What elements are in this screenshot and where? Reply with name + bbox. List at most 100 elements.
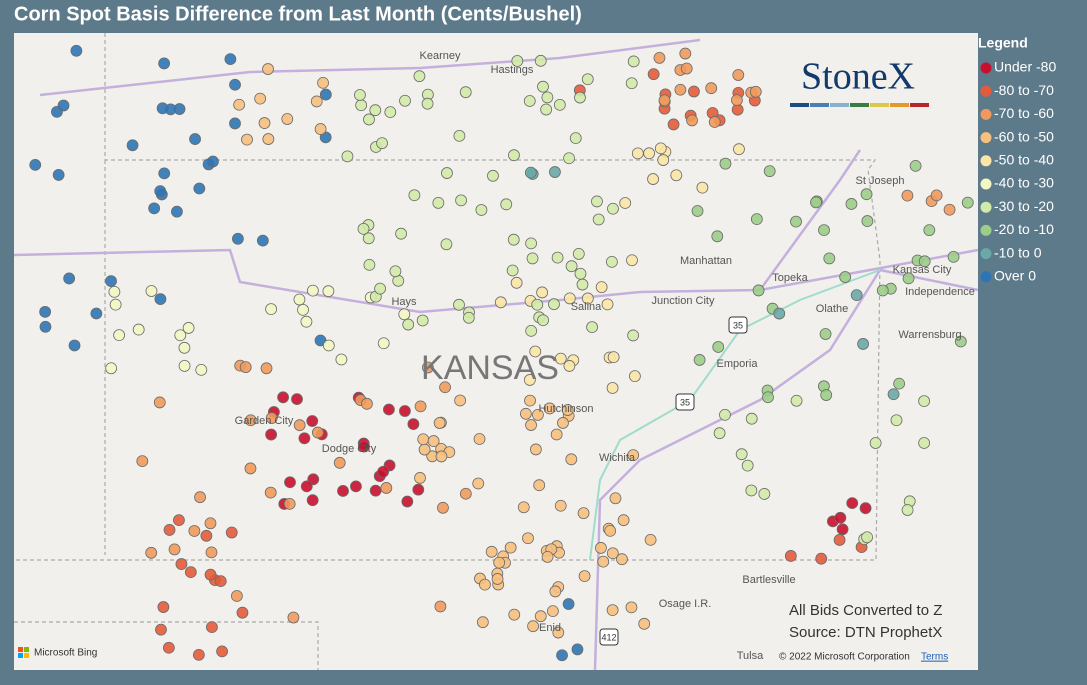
- bid-point: [790, 215, 802, 228]
- bid-point: [850, 289, 863, 302]
- bid-point: [857, 338, 869, 350]
- bid-point: [453, 129, 466, 142]
- bid-point: [679, 47, 692, 60]
- place-label: Olathe: [816, 303, 848, 315]
- bid-point: [537, 314, 549, 327]
- bid-point: [369, 104, 382, 117]
- bid-point: [918, 437, 931, 449]
- bid-point: [306, 415, 319, 427]
- place-label: Independence: [905, 286, 975, 298]
- bid-point: [784, 550, 797, 562]
- bid-point: [508, 149, 520, 162]
- bid-point: [283, 497, 296, 510]
- bid-point: [310, 95, 323, 108]
- bid-point: [454, 394, 467, 407]
- bid-point: [569, 132, 582, 145]
- bid-point: [402, 318, 415, 331]
- bid-point: [517, 501, 530, 514]
- bid-point: [162, 641, 175, 654]
- attribution: Microsoft Bing: [34, 648, 97, 659]
- bid-point: [126, 139, 139, 152]
- legend-label: Over 0: [994, 268, 1036, 284]
- bid-point: [741, 459, 754, 472]
- bid-point: [260, 362, 273, 375]
- bid-point: [619, 197, 632, 209]
- bid-point: [500, 198, 513, 211]
- bid-point: [711, 230, 724, 243]
- bing-icon: [18, 647, 23, 652]
- bid-point: [455, 194, 467, 207]
- bid-point: [145, 546, 158, 559]
- bid-point: [479, 578, 491, 591]
- bid-point: [319, 88, 332, 101]
- place-label: Enid: [539, 622, 561, 634]
- bid-point: [207, 155, 219, 168]
- bid-point: [674, 83, 687, 96]
- bid-point: [647, 68, 660, 81]
- bid-point: [834, 511, 847, 524]
- bid-point: [719, 408, 731, 421]
- bid-point: [90, 307, 103, 320]
- bid-point: [337, 485, 349, 497]
- bing-icon: [24, 653, 29, 658]
- bid-point: [833, 534, 846, 546]
- bid-point: [437, 501, 449, 514]
- bid-point: [522, 532, 534, 545]
- terms-link[interactable]: Terms: [921, 652, 948, 663]
- bid-point: [291, 393, 303, 406]
- bid-point: [369, 484, 382, 497]
- bid-point: [524, 394, 536, 407]
- bid-point: [157, 601, 170, 613]
- bid-point: [609, 492, 622, 505]
- bid-point: [314, 123, 327, 135]
- bid-point: [52, 169, 65, 181]
- place-label: Hutchinson: [538, 403, 593, 415]
- bid-point: [189, 133, 201, 145]
- bid-point: [284, 476, 296, 489]
- bid-point: [719, 157, 732, 170]
- bid-point: [534, 610, 547, 623]
- bid-point: [472, 477, 485, 490]
- attribution: © 2022 Microsoft Corporation: [779, 652, 910, 663]
- bid-point: [214, 575, 227, 588]
- bid-point: [163, 524, 176, 536]
- bid-point: [733, 143, 745, 156]
- logo-stripe: [790, 103, 809, 107]
- bid-point: [70, 44, 83, 57]
- bid-point: [145, 285, 158, 297]
- bid-point: [627, 55, 640, 68]
- bid-point: [543, 402, 556, 415]
- bid-point: [184, 566, 197, 579]
- bid-point: [887, 388, 900, 401]
- bid-point: [158, 167, 171, 180]
- bid-point: [563, 292, 576, 305]
- bid-point: [532, 408, 544, 421]
- bid-point: [416, 314, 429, 327]
- bid-point: [918, 395, 930, 408]
- bid-point: [563, 152, 575, 165]
- bid-point: [693, 354, 706, 366]
- bid-point: [333, 456, 346, 469]
- bid-point: [401, 495, 414, 508]
- bid-point: [836, 523, 849, 536]
- bid-point: [414, 400, 427, 413]
- bid-point: [230, 590, 243, 602]
- legend-swatch: [980, 178, 992, 190]
- logo: StoneX: [801, 56, 915, 98]
- legend-title: Legend: [978, 35, 1028, 51]
- bid-point: [265, 412, 278, 424]
- bid-point: [105, 275, 117, 287]
- bid-point: [300, 480, 313, 493]
- bid-point: [790, 394, 803, 407]
- bid-point: [708, 116, 721, 128]
- legend-label: -30 to -20: [994, 198, 1054, 214]
- bid-point: [586, 321, 598, 333]
- bid-point: [563, 360, 576, 372]
- bid-point: [462, 311, 475, 324]
- bid-point: [241, 133, 253, 146]
- bid-point: [629, 370, 641, 383]
- bid-point: [627, 449, 640, 462]
- bid-point: [861, 531, 873, 544]
- bid-point: [810, 196, 822, 209]
- bid-point: [549, 585, 562, 598]
